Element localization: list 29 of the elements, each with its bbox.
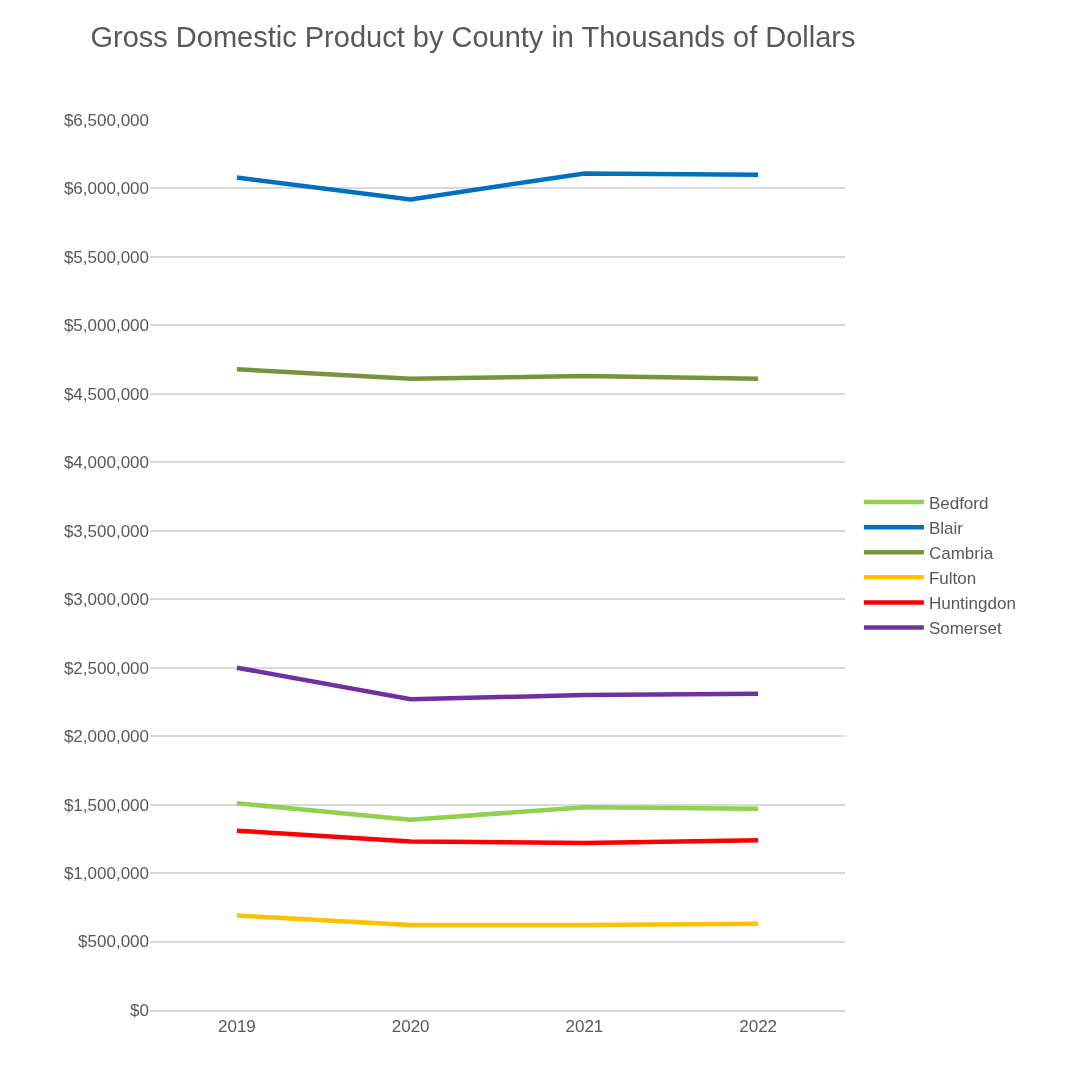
- legend-label: Cambria: [928, 543, 994, 563]
- legend-label: Fulton: [928, 568, 977, 588]
- x-tick-label: 2020: [391, 1017, 430, 1037]
- y-tick-label: $5,500,000: [63, 247, 149, 267]
- y-tick-label: $2,000,000: [63, 727, 149, 747]
- line-series: [234, 665, 761, 702]
- y-tick-label: $2,500,000: [63, 658, 149, 678]
- y-tick-label: $3,500,000: [63, 521, 149, 541]
- y-tick-label: $3,000,000: [63, 590, 149, 610]
- legend-label: Bedford: [928, 493, 989, 513]
- line-series: [234, 801, 761, 822]
- y-tick-label: $0: [130, 1000, 149, 1020]
- x-tick-label: 2019: [217, 1017, 256, 1037]
- x-tick-label: 2022: [739, 1017, 778, 1037]
- y-tick-label: $5,000,000: [63, 316, 149, 336]
- legend-label: Blair: [928, 518, 964, 538]
- y-tick-label: $6,000,000: [63, 179, 149, 199]
- line-series: [234, 828, 761, 846]
- legend-label: Huntingdon: [928, 594, 1016, 614]
- y-tick-label: $6,500,000: [63, 110, 149, 130]
- y-tick-label: $1,000,000: [63, 864, 149, 884]
- y-tick-label: $4,500,000: [63, 384, 149, 404]
- chart-title: Gross Domestic Product by County in Thousands of Dollars: [90, 21, 856, 54]
- y-tick-label: $1,500,000: [63, 795, 149, 815]
- y-tick-label: $500,000: [78, 932, 149, 952]
- x-tick-label: 2021: [565, 1017, 604, 1037]
- line-series: [234, 171, 761, 202]
- y-tick-label: $4,000,000: [63, 453, 149, 473]
- legend-label: Somerset: [928, 619, 1002, 639]
